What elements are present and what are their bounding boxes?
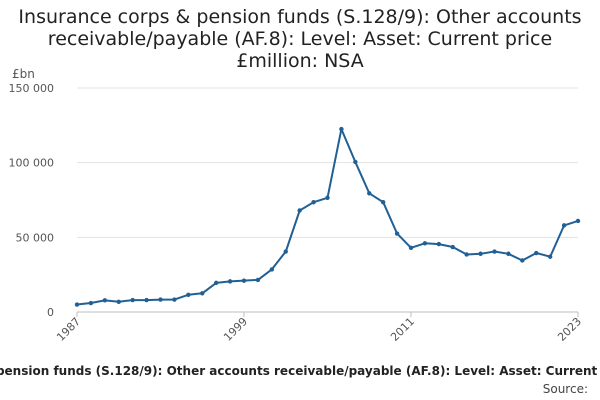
data-point[interactable]: [158, 297, 163, 302]
data-point[interactable]: [561, 223, 567, 228]
chart-title-line-1: Insurance corps & pension funds (S.128/9…: [18, 6, 582, 28]
data-point[interactable]: [102, 298, 108, 303]
data-point[interactable]: [408, 245, 414, 250]
y-tick-label: 100 000: [9, 157, 55, 170]
data-point[interactable]: [172, 297, 177, 302]
data-point[interactable]: [88, 300, 94, 306]
data-point[interactable]: [116, 299, 121, 305]
data-point[interactable]: [74, 302, 80, 307]
data-point[interactable]: [130, 297, 135, 303]
y-tick-label: 50 000: [16, 231, 55, 244]
data-point[interactable]: [478, 251, 483, 256]
data-point[interactable]: [450, 244, 455, 250]
data-point[interactable]: [297, 208, 302, 213]
data-point[interactable]: [547, 254, 553, 259]
data-point[interactable]: [269, 267, 275, 272]
data-point[interactable]: [380, 200, 386, 205]
data-point[interactable]: [311, 200, 316, 205]
data-point[interactable]: [575, 218, 581, 224]
grid-layer: [77, 87, 578, 238]
data-point[interactable]: [534, 250, 539, 256]
x-tick-label: 1999: [221, 315, 250, 344]
chart-title: Insurance corps & pension funds (S.128/9…: [0, 6, 600, 72]
series-line: [76, 128, 579, 306]
data-point[interactable]: [394, 231, 400, 236]
y-axis-unit-label: £bn: [12, 67, 35, 81]
data-point[interactable]: [227, 279, 233, 284]
data-point[interactable]: [520, 258, 525, 263]
x-tick-label: 2011: [388, 315, 417, 344]
series-layer: [74, 126, 581, 307]
data-point[interactable]: [436, 241, 442, 247]
data-point[interactable]: [255, 277, 261, 283]
data-point[interactable]: [325, 195, 330, 200]
chart-title-line-3: £million: NSA: [236, 50, 364, 72]
data-point[interactable]: [144, 297, 149, 303]
data-point[interactable]: [353, 159, 358, 165]
series-caption: Insurance corps & pension funds (S.128/9…: [0, 364, 600, 378]
data-point[interactable]: [367, 191, 372, 196]
data-point[interactable]: [283, 249, 288, 254]
data-point[interactable]: [506, 251, 511, 256]
data-point[interactable]: [241, 278, 247, 283]
data-point[interactable]: [186, 292, 191, 298]
source-label: Source:: [542, 382, 588, 396]
data-point[interactable]: [200, 291, 205, 296]
x-tick-label: 2023: [555, 315, 584, 344]
data-point[interactable]: [492, 249, 497, 254]
data-point[interactable]: [464, 252, 469, 257]
chart-title-line-2: receivable/payable (AF.8): Level: Asset:…: [47, 28, 553, 50]
y-tick-label: 150 000: [9, 82, 55, 95]
x-tick-label: 1987: [54, 315, 83, 344]
data-point[interactable]: [339, 126, 344, 132]
data-point[interactable]: [213, 280, 219, 286]
y-tick-label: 0: [47, 306, 54, 319]
data-point[interactable]: [422, 241, 428, 246]
